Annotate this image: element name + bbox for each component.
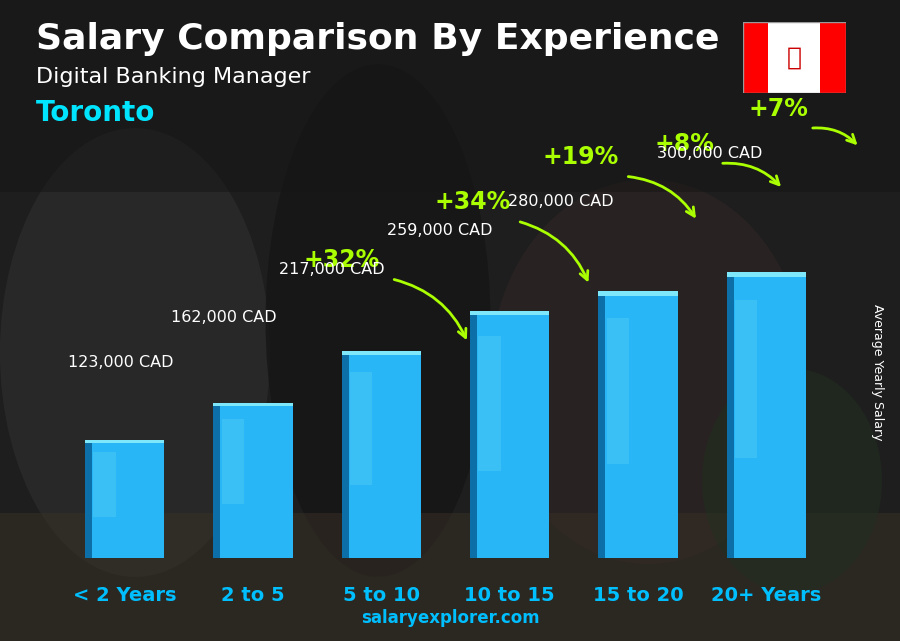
Text: +7%: +7% <box>749 97 808 121</box>
Text: 300,000 CAD: 300,000 CAD <box>657 146 762 162</box>
Bar <box>213 403 292 406</box>
Text: 280,000 CAD: 280,000 CAD <box>508 194 614 210</box>
Bar <box>598 291 606 558</box>
Text: +32%: +32% <box>304 247 380 272</box>
Bar <box>598 291 678 296</box>
Bar <box>742 22 769 93</box>
Ellipse shape <box>266 64 491 577</box>
Bar <box>726 272 734 558</box>
Bar <box>478 336 500 471</box>
Text: +8%: +8% <box>654 132 714 156</box>
Bar <box>341 351 421 558</box>
Bar <box>726 272 806 558</box>
Ellipse shape <box>702 369 882 593</box>
Bar <box>94 452 115 517</box>
Bar <box>470 311 477 558</box>
Bar <box>735 301 757 458</box>
Text: Toronto: Toronto <box>36 99 156 128</box>
Ellipse shape <box>0 128 270 577</box>
Bar <box>85 440 165 558</box>
Ellipse shape <box>491 179 806 564</box>
Text: Salary Comparison By Experience: Salary Comparison By Experience <box>36 22 719 56</box>
Bar <box>0 513 900 641</box>
Text: 259,000 CAD: 259,000 CAD <box>387 223 492 238</box>
Bar <box>341 351 421 354</box>
Bar <box>820 22 846 93</box>
Bar <box>470 311 550 315</box>
Text: 217,000 CAD: 217,000 CAD <box>279 262 384 277</box>
Text: Average Yearly Salary: Average Yearly Salary <box>871 304 884 440</box>
Text: < 2 Years: < 2 Years <box>73 587 176 605</box>
Text: salaryexplorer.com: salaryexplorer.com <box>361 609 539 627</box>
Text: 20+ Years: 20+ Years <box>711 587 822 605</box>
Text: +34%: +34% <box>435 190 510 214</box>
Bar <box>85 440 165 444</box>
Bar <box>221 419 244 504</box>
Bar <box>85 440 92 558</box>
Bar <box>213 403 292 558</box>
Text: 5 to 10: 5 to 10 <box>343 587 419 605</box>
Bar <box>769 22 820 93</box>
Text: 15 to 20: 15 to 20 <box>593 587 683 605</box>
Bar <box>598 291 678 558</box>
Text: Digital Banking Manager: Digital Banking Manager <box>36 67 310 87</box>
Bar <box>470 311 550 558</box>
Text: 🍁: 🍁 <box>787 46 802 70</box>
Bar <box>341 351 348 558</box>
Text: 10 to 15: 10 to 15 <box>464 587 555 605</box>
Bar <box>726 272 806 277</box>
Text: 123,000 CAD: 123,000 CAD <box>68 354 173 370</box>
Bar <box>607 317 629 464</box>
Text: 2 to 5: 2 to 5 <box>221 587 284 605</box>
Text: +19%: +19% <box>543 145 618 169</box>
Bar <box>350 372 373 485</box>
Bar <box>213 403 220 558</box>
Bar <box>0 0 900 192</box>
Text: 162,000 CAD: 162,000 CAD <box>171 310 276 325</box>
